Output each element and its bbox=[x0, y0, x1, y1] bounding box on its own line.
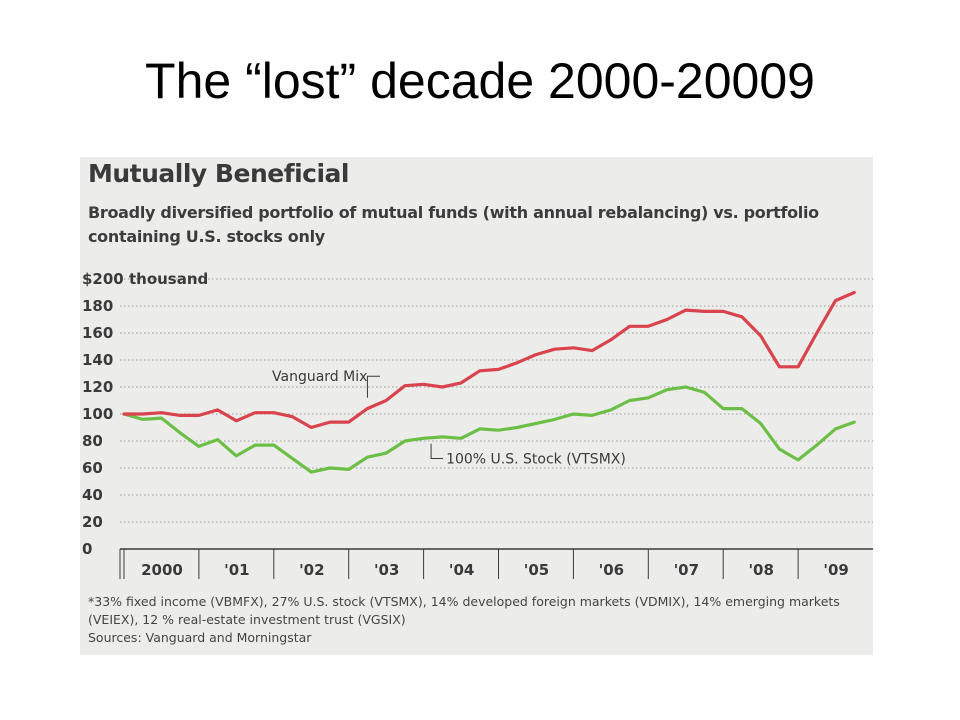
y-tick-label: 0 bbox=[82, 540, 92, 558]
x-tick-label: '04 bbox=[449, 561, 474, 579]
chart-title: Mutually Beneficial bbox=[88, 159, 349, 188]
x-tick-label: '01 bbox=[224, 561, 249, 579]
annotation-us-stock: 100% U.S. Stock (VTSMX) bbox=[446, 452, 626, 468]
x-tick-label: '05 bbox=[524, 561, 549, 579]
footnote-line: *33% fixed income (VBMFX), 27% U.S. stoc… bbox=[88, 594, 840, 609]
slide-title: The “lost” decade 2000-20009 bbox=[145, 53, 815, 109]
chart-panel: $200 thousand 180 160 140 120 100 80 60 40 20 0 200… bbox=[80, 157, 873, 655]
y-tick-label: 120 bbox=[82, 378, 113, 396]
y-tick-label: 60 bbox=[82, 459, 103, 477]
x-tick-label: '08 bbox=[748, 561, 773, 579]
y-tick-label: 80 bbox=[82, 432, 103, 450]
x-tick-label: '07 bbox=[674, 561, 699, 579]
footnote-line: (VEIEX), 12 % real-estate investment tru… bbox=[88, 612, 406, 627]
series-layer bbox=[122, 290, 856, 474]
y-tick-label: 100 bbox=[82, 405, 113, 423]
chart-subtitle-line: Broadly diversified portfolio of mutual … bbox=[88, 203, 819, 222]
x-tick-label: '06 bbox=[599, 561, 624, 579]
x-tick-label: '03 bbox=[374, 561, 399, 579]
annotation-vanguard-mix: Vanguard Mix bbox=[272, 369, 367, 385]
chart-subtitle-line: containing U.S. stocks only bbox=[88, 227, 325, 246]
y-tick-label: 180 bbox=[82, 297, 113, 315]
series-annotations: Vanguard Mix 100% U.S. Stock (VTSMX) bbox=[272, 369, 626, 467]
annotation-leader-us-stock bbox=[430, 443, 444, 460]
chart-footnote: *33% fixed income (VBMFX), 27% U.S. stoc… bbox=[88, 593, 868, 647]
series-line-vanguard-mix bbox=[122, 290, 856, 430]
x-tick-label: '09 bbox=[823, 561, 848, 579]
gridlines bbox=[120, 278, 873, 523]
chart-subtitle: Broadly diversified portfolio of mutual … bbox=[88, 201, 858, 249]
series-line-us-stock bbox=[122, 385, 856, 474]
y-tick-label: 160 bbox=[82, 324, 113, 342]
y-tick-label: $200 thousand bbox=[82, 270, 208, 288]
y-tick-label: 20 bbox=[82, 513, 103, 531]
annotation-leader-vanguard-mix bbox=[366, 375, 380, 398]
tick-labels: $200 thousand 180 160 140 120 100 80 60 40 20 0 200… bbox=[82, 270, 849, 579]
axes bbox=[119, 548, 873, 579]
x-tick-label: '02 bbox=[299, 561, 324, 579]
footnote-sources: Sources: Vanguard and Morningstar bbox=[88, 630, 312, 645]
line-chart: $200 thousand 180 160 140 120 100 80 60 40 20 0 200… bbox=[82, 270, 873, 579]
x-tick-label: 2000 bbox=[141, 561, 183, 579]
y-tick-label: 40 bbox=[82, 486, 103, 504]
y-tick-label: 140 bbox=[82, 351, 113, 369]
